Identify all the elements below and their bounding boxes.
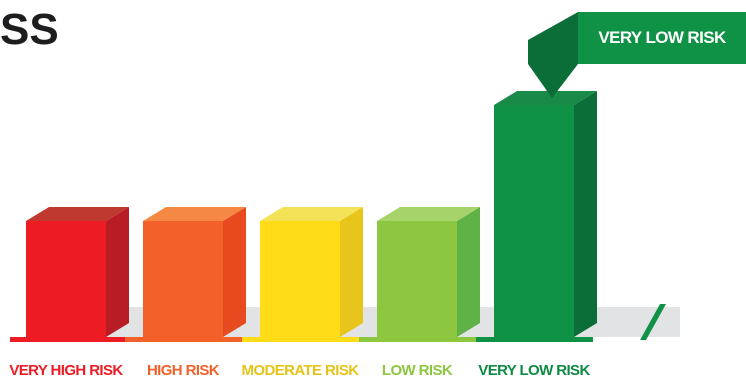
bar-side <box>574 91 597 337</box>
bar-front <box>377 221 457 337</box>
baseline-segment <box>125 337 242 342</box>
bar-front <box>260 221 340 337</box>
category-label: HIGH RISK <box>147 362 220 379</box>
bar-top <box>26 207 129 221</box>
highlight-callout: VERY LOW RISK <box>528 12 746 98</box>
bar-top <box>494 91 597 105</box>
category-label: LOW RISK <box>382 362 453 379</box>
baseline-segment <box>476 337 593 342</box>
bar-top <box>143 207 246 221</box>
bar <box>377 207 480 337</box>
callout-flag-banner <box>578 12 746 64</box>
bar-front <box>26 221 106 337</box>
chart-title: SS <box>0 5 59 54</box>
category-label: MODERATE RISK <box>242 362 360 379</box>
bar-front <box>143 221 223 337</box>
category-baseline <box>10 304 666 342</box>
floor-rim <box>640 304 666 340</box>
bars-group <box>26 91 597 337</box>
callout-label: VERY LOW RISK <box>598 28 727 47</box>
bar-top <box>260 207 363 221</box>
bar-side <box>457 207 480 337</box>
bar-front <box>494 105 574 337</box>
baseline-segment <box>10 337 135 342</box>
bar-side <box>106 207 129 337</box>
category-labels: VERY HIGH RISK HIGH RISK MODERATE RISK LOW … <box>9 362 591 379</box>
bar <box>260 207 363 337</box>
category-label: VERY LOW RISK <box>478 362 590 379</box>
bar-top <box>377 207 480 221</box>
baseline-segment <box>359 337 476 342</box>
callout-flag-fold <box>528 12 578 98</box>
category-label: VERY HIGH RISK <box>9 362 123 379</box>
bar <box>143 207 246 337</box>
bar-side <box>340 207 363 337</box>
bar-side <box>223 207 246 337</box>
baseline-segment <box>242 337 359 342</box>
bar <box>494 91 597 337</box>
bar <box>26 207 129 337</box>
